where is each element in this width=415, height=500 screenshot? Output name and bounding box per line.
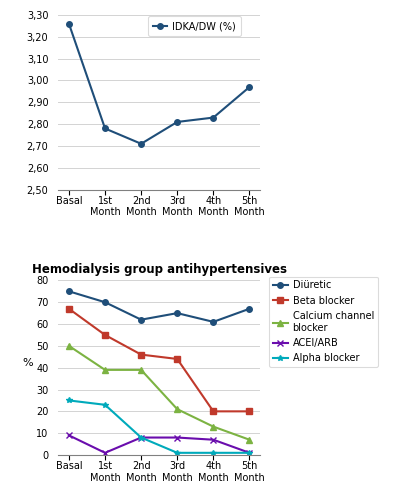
Diüretic — [211, 319, 216, 325]
IDKA/DW (%) — [175, 119, 180, 125]
Calcium channel
blocker — [103, 367, 107, 373]
Diüretic — [247, 306, 252, 312]
ACEI/ARB — [247, 450, 252, 456]
Alpha blocker — [66, 398, 71, 404]
IDKA/DW (%) — [103, 126, 107, 132]
Calcium channel
blocker — [66, 343, 71, 349]
Line: Beta blocker: Beta blocker — [66, 306, 252, 414]
Alpha blocker — [103, 402, 107, 408]
Alpha blocker — [247, 450, 252, 456]
Line: Diüretic: Diüretic — [66, 288, 252, 324]
Beta blocker — [66, 306, 71, 312]
Beta blocker — [211, 408, 216, 414]
ACEI/ARB — [175, 434, 180, 440]
Alpha blocker — [175, 450, 180, 456]
IDKA/DW (%) — [139, 141, 144, 147]
Line: Alpha blocker: Alpha blocker — [66, 398, 252, 456]
Title: Hemodialysis group antihypertensives: Hemodialysis group antihypertensives — [32, 264, 287, 276]
Line: ACEI/ARB: ACEI/ARB — [66, 432, 252, 456]
ACEI/ARB — [211, 436, 216, 442]
Line: Calcium channel
blocker: Calcium channel blocker — [66, 343, 252, 442]
Calcium channel
blocker — [139, 367, 144, 373]
IDKA/DW (%) — [247, 84, 252, 90]
ACEI/ARB — [103, 450, 107, 456]
Alpha blocker — [211, 450, 216, 456]
IDKA/DW (%) — [211, 114, 216, 120]
Beta blocker — [247, 408, 252, 414]
Beta blocker — [139, 352, 144, 358]
Diüretic — [139, 316, 144, 322]
Legend: Diüretic, Beta blocker, Calcium channel
blocker, ACEI/ARB, Alpha blocker: Diüretic, Beta blocker, Calcium channel … — [269, 276, 378, 368]
Calcium channel
blocker — [175, 406, 180, 412]
ACEI/ARB — [139, 434, 144, 440]
Line: IDKA/DW (%): IDKA/DW (%) — [66, 21, 252, 146]
ACEI/ARB — [66, 432, 71, 438]
Diüretic — [66, 288, 71, 294]
Beta blocker — [175, 356, 180, 362]
Calcium channel
blocker — [247, 436, 252, 442]
Legend: IDKA/DW (%): IDKA/DW (%) — [148, 16, 241, 36]
Diüretic — [103, 299, 107, 305]
Calcium channel
blocker — [211, 424, 216, 430]
Alpha blocker — [139, 434, 144, 440]
Beta blocker — [103, 332, 107, 338]
Diüretic — [175, 310, 180, 316]
Y-axis label: %: % — [22, 358, 33, 368]
IDKA/DW (%) — [66, 20, 71, 26]
